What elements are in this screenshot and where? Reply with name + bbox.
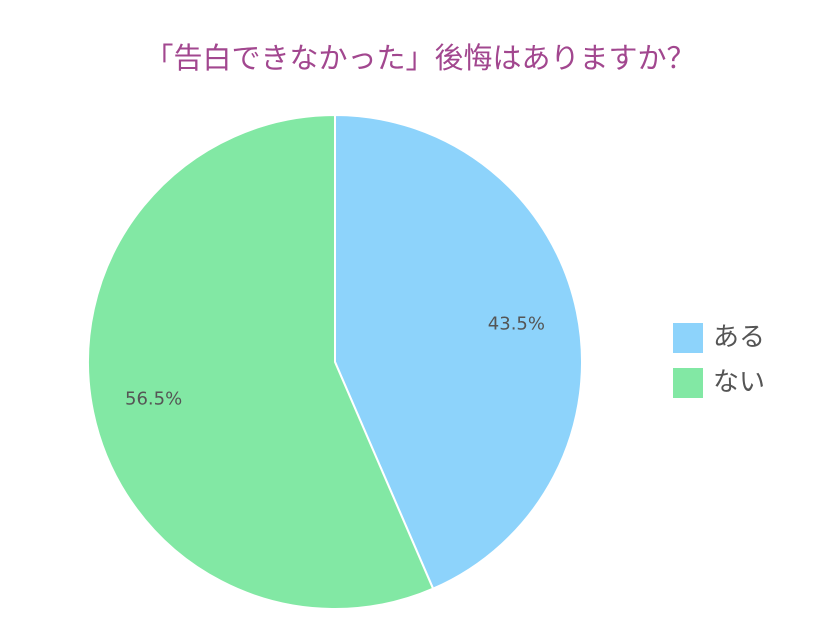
chart-title: 「告白できなかった」後悔はありますか？	[144, 41, 695, 75]
legend-swatch	[673, 323, 703, 353]
pie-slice	[334, 113, 583, 591]
legend-swatch	[673, 368, 703, 398]
data-label: 56.5%	[125, 389, 182, 410]
legend-label: ある	[713, 323, 765, 353]
data-label: 43.5%	[488, 313, 545, 334]
legend-label: ない	[713, 368, 765, 398]
pie-slice	[87, 113, 435, 610]
